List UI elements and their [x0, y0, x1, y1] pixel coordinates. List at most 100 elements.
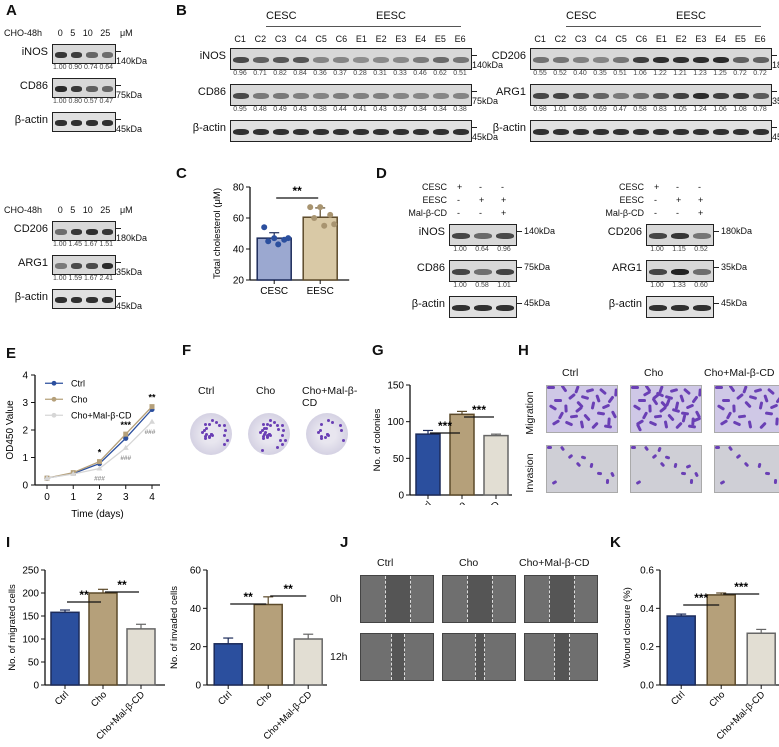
colony: [223, 434, 227, 438]
column-label: Cho+Mal-β-CD: [704, 367, 775, 379]
svg-text:Cho: Cho: [707, 689, 727, 709]
dose-value: 25: [100, 205, 111, 215]
column-label: Ctrl: [562, 367, 579, 379]
wound-gap: [467, 576, 493, 622]
svg-text:***: ***: [734, 580, 748, 594]
quant-value: 0.74: [83, 64, 98, 71]
band: [753, 57, 769, 64]
quant-value: 0.98: [533, 106, 547, 113]
colony: [258, 430, 262, 434]
blot-image: [52, 112, 116, 132]
lane-label: E4: [715, 34, 727, 44]
colony-plate: [306, 413, 348, 455]
quant-value: 0.95: [233, 106, 247, 113]
cell: [610, 471, 615, 478]
quant-value: 0.37: [393, 106, 407, 113]
svg-text:***: ***: [472, 403, 486, 417]
quant-value: 2.41: [99, 275, 114, 282]
band: [373, 129, 389, 136]
quant-row: 0.98 1.01 0.86 0.69 0.47 0.58 0.83 1.05 1.24 1.06…: [530, 106, 770, 113]
band: [86, 120, 98, 126]
kda-marker: 180kDa: [772, 50, 779, 70]
band: [55, 86, 67, 92]
protein-label: β-actin: [14, 291, 48, 303]
lane-label: E2: [375, 34, 387, 44]
panel-label-e: E: [6, 345, 17, 362]
quant-value: 0.58: [475, 282, 489, 289]
cell: [614, 388, 617, 397]
kda-marker: 35kDa: [714, 262, 747, 272]
cell: [637, 398, 647, 403]
protein-label: ARG1: [496, 86, 526, 98]
band: [413, 93, 429, 100]
cell: [681, 414, 687, 423]
band: [70, 297, 82, 303]
colony: [318, 428, 322, 432]
condition-sign: -: [676, 182, 679, 192]
colony: [330, 420, 334, 424]
cell: [559, 446, 566, 452]
quant-value: 0.51: [613, 70, 627, 77]
band: [373, 57, 389, 64]
svg-text:Total cholesterol (μM): Total cholesterol (μM): [212, 188, 223, 279]
panel-label-f: F: [182, 342, 192, 359]
band: [55, 229, 67, 235]
svg-text:Cho: Cho: [71, 394, 88, 404]
svg-text:3: 3: [22, 398, 28, 409]
quant-value: 0.41: [353, 106, 367, 113]
colony: [268, 418, 272, 422]
group-line: [651, 26, 761, 27]
svg-text:100: 100: [22, 635, 39, 646]
quant-value: 0.83: [653, 106, 667, 113]
svg-text:No. of migrated cells: No. of migrated cells: [7, 584, 18, 671]
cell: [569, 414, 579, 419]
band: [593, 129, 609, 136]
colony: [284, 438, 288, 442]
svg-text:40: 40: [190, 604, 202, 615]
invasion-image: [630, 445, 702, 493]
protein-label: iNOS: [418, 226, 445, 238]
panel-label-j: J: [340, 534, 349, 551]
cell: [735, 392, 745, 401]
lane-label: C6: [635, 34, 648, 44]
cell: [596, 411, 606, 416]
kda-marker: 35kDa: [116, 257, 142, 277]
cell: [737, 414, 747, 419]
quant-value: 1.51: [99, 241, 114, 248]
cell: [579, 420, 585, 429]
cell: [673, 462, 678, 469]
band: [673, 57, 689, 64]
kda-marker: 45kDa: [517, 298, 550, 308]
colony: [280, 443, 284, 447]
band: [273, 93, 289, 100]
cell: [689, 478, 694, 485]
cell: [635, 423, 643, 432]
svg-text:OD450 Value: OD450 Value: [5, 400, 16, 460]
quant-value: 0.44: [333, 106, 347, 113]
svg-text:Cho: Cho: [448, 499, 468, 505]
panel-label-i: I: [6, 534, 11, 551]
quant-value: 0.72: [753, 70, 767, 77]
quant-value: 1.23: [693, 70, 707, 77]
band: [553, 129, 569, 136]
lane-label: C2: [554, 34, 567, 44]
quant-value: 0.46: [413, 70, 427, 77]
band: [673, 93, 689, 100]
cell: [715, 446, 720, 449]
band: [613, 93, 629, 100]
panel-label-k: K: [610, 534, 621, 551]
quant-value: 0.47: [613, 106, 627, 113]
quant-value: 1.24: [693, 106, 707, 113]
svg-text:Time (days): Time (days): [71, 509, 123, 520]
quant-value: 1.00: [52, 275, 67, 282]
band: [671, 233, 689, 240]
colony: [260, 449, 264, 453]
quant-row: 0.55 0.52 0.40 0.35 0.51 1.06 1.22 1.21 1.23 1.25…: [530, 70, 770, 77]
band: [101, 86, 113, 92]
cell: [574, 386, 580, 394]
row-label: 0h: [330, 593, 342, 605]
cell: [716, 404, 726, 411]
band: [273, 129, 289, 136]
colony: [281, 434, 285, 438]
